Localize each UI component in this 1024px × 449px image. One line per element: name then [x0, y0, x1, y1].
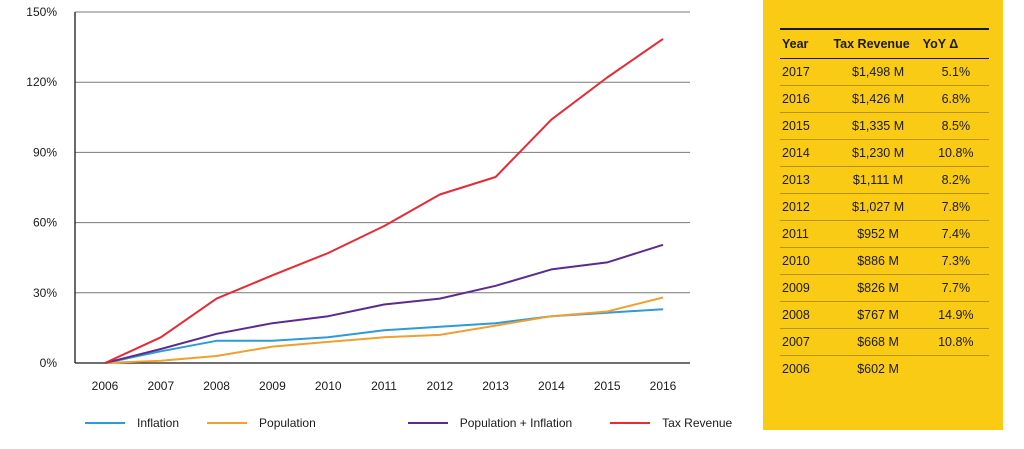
- x-tick-label: 2010: [315, 379, 342, 393]
- y-tick-label: 0%: [40, 356, 58, 370]
- cell-yoy: 7.7%: [922, 274, 989, 302]
- table-row: 2008 $767 M 14.9%: [780, 301, 989, 329]
- cell-yoy: 8.2%: [922, 166, 989, 194]
- cell-yoy: 5.1%: [922, 58, 989, 86]
- table-header-row: Year Tax Revenue YoY Δ: [780, 28, 989, 59]
- table-row: 2015 $1,335 M 8.5%: [780, 112, 989, 140]
- cell-tax-revenue: $1,335 M: [833, 112, 923, 140]
- y-tick-label: 120%: [26, 75, 57, 89]
- cell-tax-revenue: $1,230 M: [833, 139, 923, 167]
- y-axis: 0% 30% 60% 90% 120% 150%: [26, 5, 76, 370]
- cell-yoy: 10.8%: [922, 328, 989, 356]
- cell-tax-revenue: $668 M: [833, 328, 923, 356]
- table-row: 2014 $1,230 M 10.8%: [780, 139, 989, 167]
- table-body: 2017 $1,498 M 5.1% 2016 $1,426 M 6.8% 2015 $1,3…: [780, 58, 989, 383]
- series-line: [104, 243, 664, 364]
- cell-year: 2009: [780, 274, 834, 302]
- cell-yoy: 7.8%: [922, 193, 989, 221]
- cell-tax-revenue: $1,111 M: [833, 166, 923, 194]
- x-tick-label: 2012: [426, 379, 453, 393]
- cell-tax-revenue: $886 M: [833, 247, 923, 275]
- cell-yoy: 7.4%: [922, 220, 989, 248]
- cell-tax-revenue: $952 M: [833, 220, 923, 248]
- y-tick-label: 150%: [26, 5, 57, 19]
- cell-tax-revenue: $1,426 M: [833, 85, 923, 113]
- table-row: 2016 $1,426 M 6.8%: [780, 85, 989, 113]
- table-row: 2011 $952 M 7.4%: [780, 220, 989, 248]
- cell-year: 2008: [780, 301, 834, 329]
- cell-year: 2011: [780, 220, 834, 248]
- legend-label: Tax Revenue: [662, 416, 733, 430]
- cell-year: 2012: [780, 193, 834, 221]
- y-tick-label: 60%: [33, 216, 57, 230]
- legend-item: Population: [207, 416, 316, 430]
- legend-swatch: [610, 422, 651, 424]
- x-tick-label: 2009: [259, 379, 286, 393]
- cell-year: 2014: [780, 139, 834, 167]
- cell-yoy: 6.8%: [922, 85, 989, 113]
- legend-item: Inflation: [85, 416, 179, 430]
- cell-year: 2015: [780, 112, 834, 140]
- cell-yoy: [923, 356, 989, 383]
- cell-tax-revenue: $1,498 M: [833, 58, 923, 86]
- cell-year: 2016: [780, 85, 834, 113]
- table-row: 2013 $1,111 M 8.2%: [780, 166, 989, 194]
- table-row: 2009 $826 M 7.7%: [780, 274, 989, 302]
- x-tick-label: 2013: [482, 379, 509, 393]
- cell-yoy: 10.8%: [922, 139, 989, 167]
- cell-year: 2013: [780, 166, 834, 194]
- y-tick-label: 30%: [33, 286, 57, 300]
- x-tick-label: 2015: [594, 379, 621, 393]
- x-tick-label: 2014: [538, 379, 565, 393]
- series-line: [104, 38, 664, 364]
- x-tick-label: 2006: [92, 379, 119, 393]
- table-row: 2006 $602 M: [780, 356, 989, 383]
- cell-tax-revenue: $602 M: [857, 362, 899, 376]
- cell-year: 2006: [782, 362, 810, 376]
- chart-legend: Inflation Population Population + Inflatio…: [85, 413, 732, 433]
- legend-label: Population: [259, 416, 316, 430]
- x-tick-label: 2007: [147, 379, 174, 393]
- cell-year: 2007: [780, 328, 834, 356]
- legend-swatch: [407, 422, 448, 424]
- legend-label: Population + Inflation: [459, 416, 573, 430]
- legend-swatch: [85, 422, 125, 424]
- cell-tax-revenue: $1,027 M: [833, 193, 923, 221]
- chart-series: [104, 38, 664, 364]
- table-row: 2017 $1,498 M 5.1%: [780, 58, 989, 86]
- table-row: 2007 $668 M 10.8%: [780, 328, 989, 356]
- cell-year: 2017: [780, 58, 834, 86]
- cell-tax-revenue: $767 M: [833, 301, 923, 329]
- cell-yoy: 7.3%: [922, 247, 989, 275]
- legend-swatch: [207, 422, 248, 424]
- legend-item: Tax Revenue: [610, 416, 732, 430]
- cell-tax-revenue: $826 M: [833, 274, 923, 302]
- table-row: 2012 $1,027 M 7.8%: [780, 193, 989, 221]
- series-line: [104, 296, 664, 364]
- header-tax-revenue: Tax Revenue: [833, 28, 923, 59]
- header-yoy: YoY Δ: [922, 28, 989, 59]
- tax-revenue-table: Year Tax Revenue YoY Δ 2017 $1,498 M 5.1% 2…: [780, 28, 989, 382]
- x-tick-label: 2011: [371, 379, 397, 393]
- x-tick-label: 2008: [203, 379, 230, 393]
- tax-revenue-panel: Year Tax Revenue YoY Δ 2017 $1,498 M 5.1% 2…: [763, 0, 1003, 430]
- x-tick-label: 2016: [650, 379, 677, 393]
- y-tick-label: 90%: [33, 145, 57, 159]
- cell-yoy: 14.9%: [922, 301, 989, 329]
- legend-item: Population + Inflation: [407, 416, 573, 430]
- cell-yoy: 8.5%: [922, 112, 989, 140]
- chart-gridlines: [75, 11, 690, 364]
- cell-year: 2010: [780, 247, 834, 275]
- legend-label: Inflation: [137, 416, 180, 430]
- table-row: 2010 $886 M 7.3%: [780, 247, 989, 275]
- line-chart: 0% 30% 60% 90% 120% 150% 2006 2007 2008 2009 2010…: [26, 5, 690, 393]
- header-year: Year: [780, 28, 834, 59]
- x-axis: 2006 2007 2008 2009 2010 2011 2012 2013 2014 2015…: [92, 379, 677, 393]
